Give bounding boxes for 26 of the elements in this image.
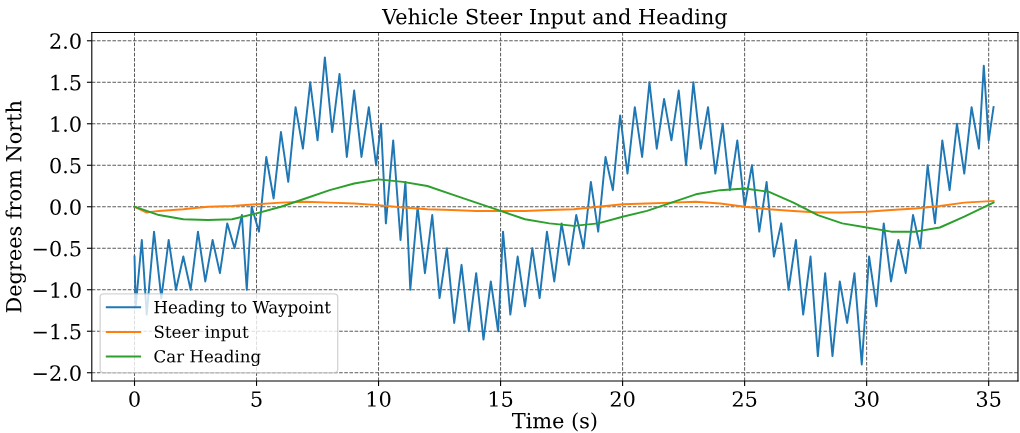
x-axis-title: Time (s)	[511, 412, 597, 432]
y-tick-label: −1.0	[33, 282, 81, 298]
x-tick-label: 35	[977, 391, 1001, 407]
line-series	[133, 56, 995, 366]
y-tick-label: 2.0	[50, 33, 81, 49]
y-tick-label: −0.5	[33, 240, 81, 257]
y-axis-title: Degrees from North	[5, 100, 26, 313]
y-tick-label: 1.5	[51, 74, 81, 91]
x-tick-label: 5	[251, 391, 262, 407]
x-tick-label: 0	[129, 391, 140, 407]
y-tick-label: 0.0	[50, 199, 81, 215]
legend-label: Heading to Waypoint	[154, 300, 331, 317]
line-series	[133, 199, 995, 214]
x-tick-label: 10	[367, 391, 391, 407]
chart-title: Vehicle Steer Input and Heading	[381, 8, 728, 29]
legend-label: Steer input	[154, 325, 249, 342]
y-tick-label: −1.5	[33, 323, 81, 340]
y-tick-label: 1.0	[51, 116, 81, 132]
x-tick-label: 25	[732, 391, 757, 407]
legend-label: Car Heading	[154, 349, 261, 367]
x-tick-label: 20	[610, 391, 635, 407]
x-tick-label: 15	[489, 391, 513, 407]
line-series	[133, 178, 995, 233]
y-tick-label: 0.5	[50, 157, 81, 174]
x-tick-label: 30	[854, 391, 879, 407]
y-tick-label: −2.0	[33, 365, 81, 381]
